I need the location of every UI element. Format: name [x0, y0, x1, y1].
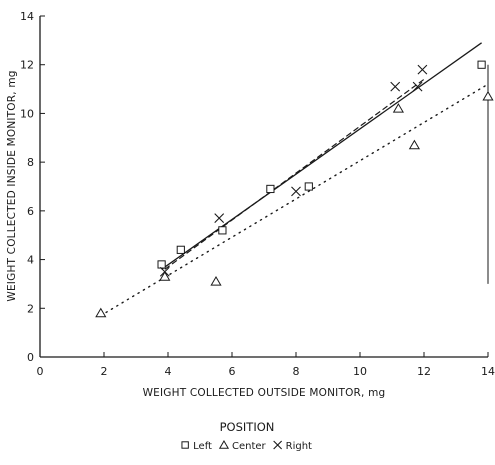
fit-line-right — [164, 78, 425, 270]
fit-line-center — [100, 83, 489, 317]
y-tick-label: 0 — [27, 351, 34, 364]
tick-labels: 0 2 4 6 8 10 12 14 0 2 4 6 8 10 12 14 — [20, 10, 495, 378]
y-tick-label: 2 — [27, 302, 34, 315]
data-point-left — [477, 60, 486, 69]
data-point-right — [214, 213, 225, 224]
x-axis-title: WEIGHT COLLECTED OUTSIDE MONITOR, mg — [143, 387, 386, 399]
x-tick-label: 12 — [417, 365, 431, 378]
legend-label-center: Center — [232, 441, 267, 452]
y-tick-label: 4 — [27, 254, 34, 267]
data-point-center — [210, 276, 222, 286]
x-tick-label: 6 — [229, 365, 236, 378]
fit-line-left — [161, 42, 482, 270]
data-point-right — [412, 81, 423, 92]
data-point-left — [218, 226, 227, 235]
x-tick-label: 8 — [293, 365, 300, 378]
x-tick-label: 2 — [101, 365, 108, 378]
y-tick-label: 6 — [27, 205, 34, 218]
data-point-center — [392, 103, 404, 113]
data-point-center — [408, 139, 420, 150]
data-point-left — [176, 245, 185, 254]
legend: Left Center Right — [181, 440, 312, 452]
data-point-left — [157, 260, 166, 269]
legend-marker-right — [273, 440, 283, 450]
x-tick-label: 4 — [165, 365, 172, 378]
y-tick-label: 10 — [20, 107, 34, 120]
data-point-right — [159, 266, 170, 277]
fit-lines — [100, 42, 489, 317]
y-axis-title: WEIGHT COLLECTED INSIDE MONITOR, mg — [6, 70, 18, 301]
data-point-right — [417, 64, 428, 75]
x-tick-label: 0 — [37, 365, 44, 378]
legend-label-right: Right — [286, 441, 312, 452]
data-point-right — [291, 186, 301, 197]
data-point-center — [95, 307, 107, 318]
y-tick-label: 14 — [20, 10, 34, 23]
legend-marker-center — [218, 440, 230, 449]
x-tick-label: 10 — [353, 365, 367, 378]
data-points — [95, 60, 494, 318]
legend-marker-left — [181, 441, 189, 449]
axes — [39, 15, 489, 358]
y-tick-label: 8 — [27, 156, 34, 169]
data-point-left — [266, 184, 275, 194]
legend-label-left: Left — [193, 441, 212, 452]
legend-title: POSITION — [220, 420, 275, 434]
data-point-center — [159, 271, 171, 281]
data-point-right — [390, 81, 401, 92]
y-tick-label: 12 — [20, 59, 34, 72]
data-point-left — [304, 182, 313, 191]
x-tick-label: 14 — [481, 365, 495, 378]
data-point-center — [482, 90, 494, 101]
